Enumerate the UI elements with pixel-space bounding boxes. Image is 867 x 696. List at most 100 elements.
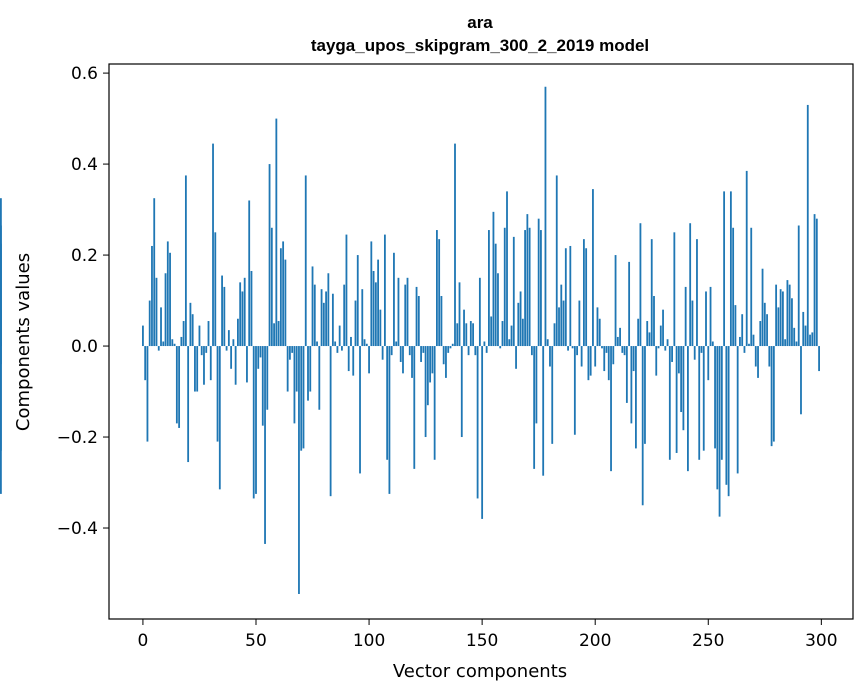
bar xyxy=(499,346,502,349)
bar xyxy=(293,346,296,424)
x-axis-label: Vector components xyxy=(393,661,567,682)
bar xyxy=(377,259,380,347)
bar xyxy=(748,343,750,347)
bar xyxy=(630,346,633,424)
bar xyxy=(811,332,814,347)
bar xyxy=(582,239,585,347)
bar xyxy=(255,346,257,494)
bar xyxy=(542,346,545,476)
bar xyxy=(329,346,332,497)
x-tick-label: 0 xyxy=(138,631,149,651)
bar xyxy=(594,346,597,367)
bar xyxy=(777,307,780,347)
bar xyxy=(481,346,484,519)
bar xyxy=(225,346,228,351)
x-tick-label: 50 xyxy=(245,631,267,651)
bar xyxy=(519,291,522,347)
bar xyxy=(433,346,436,460)
bar xyxy=(200,346,203,356)
bar xyxy=(571,346,574,349)
bar xyxy=(775,284,778,347)
bar xyxy=(752,334,755,347)
bar xyxy=(696,239,698,347)
bar xyxy=(363,339,366,347)
bar xyxy=(243,277,246,347)
bar xyxy=(209,346,212,381)
bar xyxy=(614,255,617,347)
bar xyxy=(374,282,377,347)
bar xyxy=(644,346,646,444)
bar xyxy=(641,346,644,506)
bar xyxy=(485,346,488,353)
bar xyxy=(404,284,407,347)
bar xyxy=(436,230,438,347)
bar xyxy=(0,198,2,347)
bar xyxy=(772,346,775,442)
bar xyxy=(431,346,434,374)
bar xyxy=(564,248,567,347)
bar xyxy=(408,346,411,356)
bar xyxy=(248,200,251,347)
bar xyxy=(424,346,427,438)
bar xyxy=(173,343,176,347)
bar xyxy=(596,307,599,347)
plot-frame xyxy=(108,63,854,620)
y-axis-label: Components values xyxy=(13,253,34,431)
bar xyxy=(334,341,337,347)
bar xyxy=(623,346,626,356)
bar xyxy=(338,325,341,347)
bar xyxy=(766,314,768,347)
bar xyxy=(555,175,558,347)
bar xyxy=(467,346,470,356)
bar xyxy=(157,346,160,351)
bar xyxy=(286,346,289,392)
bar xyxy=(800,346,802,415)
bar xyxy=(709,286,712,347)
bar xyxy=(279,248,282,347)
bar xyxy=(813,214,816,347)
bar xyxy=(250,270,253,347)
bar xyxy=(702,346,705,451)
bar xyxy=(791,298,793,347)
bar xyxy=(693,346,696,360)
bar xyxy=(729,191,732,347)
bar xyxy=(214,232,217,347)
bar xyxy=(361,289,364,347)
bar xyxy=(142,325,144,347)
bar xyxy=(517,302,520,347)
bar xyxy=(759,321,762,347)
bar xyxy=(343,284,346,347)
bar xyxy=(705,291,707,347)
x-tick-label: 200 xyxy=(579,631,611,651)
bar xyxy=(230,346,233,369)
bar xyxy=(682,346,685,431)
bar xyxy=(259,346,262,358)
bar xyxy=(533,346,536,469)
bar xyxy=(241,291,244,347)
bar xyxy=(307,346,309,401)
bar xyxy=(411,346,413,378)
bar xyxy=(275,118,278,347)
bar xyxy=(503,227,506,347)
bar xyxy=(687,346,689,472)
bar xyxy=(232,339,235,347)
bar xyxy=(182,321,185,347)
bar xyxy=(325,291,327,347)
bar xyxy=(573,346,576,435)
bar xyxy=(506,191,508,347)
bar xyxy=(372,270,375,347)
bar xyxy=(395,341,398,347)
bar xyxy=(734,305,737,347)
bar xyxy=(309,346,312,392)
bar xyxy=(350,336,352,347)
bar xyxy=(510,325,513,347)
bar xyxy=(659,325,662,347)
bar xyxy=(580,346,583,367)
y-axis: −0.4 −0.2 0.0 0.2 0.4 0.6 xyxy=(57,64,109,539)
bar xyxy=(277,321,280,347)
bar xyxy=(331,293,334,347)
bar xyxy=(524,230,526,347)
bar xyxy=(311,266,314,347)
bar xyxy=(605,346,608,353)
bar xyxy=(237,318,239,347)
